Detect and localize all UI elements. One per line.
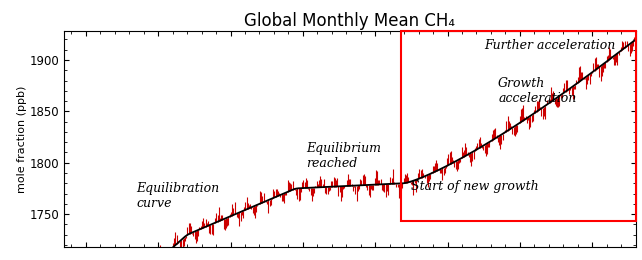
Text: Equilibration
curve: Equilibration curve — [137, 182, 220, 210]
Text: Start of new growth: Start of new growth — [412, 180, 539, 193]
Y-axis label: mole fraction (ppb): mole fraction (ppb) — [17, 86, 27, 193]
Text: Further acceleration: Further acceleration — [483, 39, 615, 52]
Title: Global Monthly Mean CH₄: Global Monthly Mean CH₄ — [245, 12, 455, 30]
Text: Growth
acceleration: Growth acceleration — [498, 77, 577, 105]
Bar — [401, 31, 636, 221]
Text: Equilibrium
reached: Equilibrium reached — [306, 142, 381, 170]
